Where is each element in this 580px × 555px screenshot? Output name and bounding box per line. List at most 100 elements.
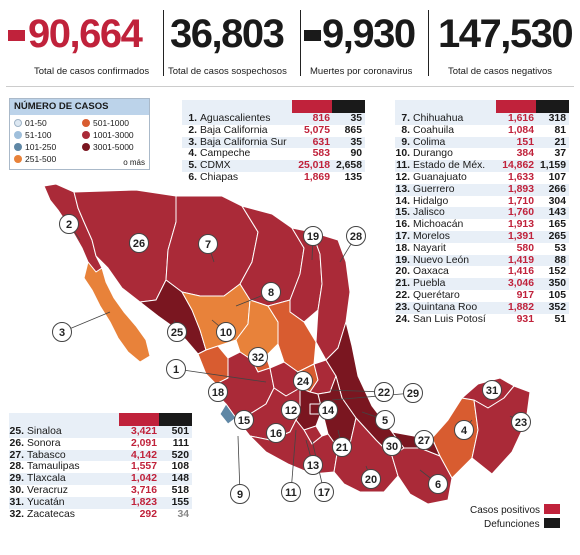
row-number: 2.: [188, 124, 197, 136]
state-name: Tlaxcala: [27, 473, 66, 485]
table-row: 27. Tabasco 4,142 520: [9, 449, 192, 462]
cases-value: 25,018: [298, 160, 330, 172]
deaths-value: 35: [350, 136, 362, 148]
legend-dot: [14, 119, 22, 127]
legend-dot: [14, 143, 22, 151]
cases-value: 4,142: [130, 449, 157, 461]
deaths-value: 21: [554, 136, 566, 148]
state-name: Estado de Méx.: [413, 160, 486, 172]
table-row: 12. Guanajuato 1,633 107: [395, 172, 569, 184]
map-callout-label: 23: [515, 417, 527, 429]
suspected-value: 36,803: [170, 12, 285, 56]
state-name: San Luis Potosí: [413, 313, 486, 325]
deaths-value: 501: [171, 426, 189, 437]
cases-value: 14,862: [502, 160, 534, 172]
deaths-value: 53: [554, 242, 566, 254]
legend-item: 101-250: [14, 142, 56, 152]
map-callout-circle: [511, 412, 531, 432]
state-nayarit: [197, 345, 229, 385]
state-colima: [219, 403, 237, 425]
map-callout-circle: [346, 226, 366, 246]
state-name: Hidalgo: [413, 195, 449, 207]
state-name: Aguascalientes: [200, 113, 271, 124]
map-callout-circle: [303, 455, 323, 475]
states-table-1-6: 1. Aguascalientes 816 35 2. Baja California 5,…: [182, 100, 365, 184]
legend-item: 3001-5000: [82, 142, 134, 152]
negative-value: 147,530: [438, 12, 574, 56]
deaths-value: 148: [171, 473, 189, 485]
map-callout-circle: [414, 430, 434, 450]
state-name: Baja California: [200, 124, 268, 136]
legend-dot: [14, 155, 22, 163]
row-number: 3.: [188, 136, 197, 148]
row-number: 31.: [9, 496, 24, 508]
table-row: 7. Chihuahua 1,616 318: [395, 113, 569, 125]
state-name: Guerrero: [413, 183, 455, 195]
row-number: 20.: [395, 266, 410, 278]
table-row: 18. Nayarit 580 53: [395, 243, 569, 255]
case-level-legend: NÚMERO DE CASOS 01-50 51-100 101-250 251…: [9, 98, 150, 170]
cases-value: 1,557: [130, 461, 157, 473]
deaths-value: 304: [548, 195, 566, 207]
map-callout-circle: [281, 482, 301, 502]
stat-negative: 147,530 Total de casos negativos: [432, 6, 578, 78]
map-callout-circle: [167, 322, 187, 342]
state-name: Coahuila: [413, 124, 455, 136]
row-number: 23.: [395, 301, 410, 313]
table-row: 5. CDMX 25,018 2,658: [182, 160, 365, 172]
map-callout-label: 25: [171, 327, 183, 339]
table-row: 19. Nuevo León 1,419 88: [395, 254, 569, 267]
divider: [300, 10, 301, 76]
map-callout-label: 26: [133, 238, 145, 250]
map-callout-label: 1: [173, 364, 179, 376]
map-callout-label: 4: [461, 425, 468, 437]
state-name: Oaxaca: [413, 266, 449, 278]
cases-value: 1,416: [507, 266, 534, 278]
table-row: 15. Jalisco 1,760 143: [395, 207, 569, 220]
row-number: 30.: [9, 484, 24, 496]
state-name: Tabasco: [27, 449, 66, 461]
deaths-value: 350: [548, 278, 566, 290]
deaths-value: 266: [548, 183, 566, 195]
row-number: 1.: [188, 113, 197, 124]
deaths-label: Muertes por coronavirus: [310, 66, 413, 77]
divider: [163, 10, 164, 76]
map-callout-circle: [382, 436, 402, 456]
row-number: 18.: [395, 242, 410, 254]
table-row: 29. Tlaxcala 1,042 148: [9, 473, 192, 485]
map-callout-circle: [261, 282, 281, 302]
row-number: 32.: [9, 508, 24, 520]
map-callout-circle: [208, 382, 228, 402]
deaths-key-swatch: [543, 518, 560, 528]
cases-value: 1,633: [507, 171, 534, 183]
state-name: Jalisco: [413, 207, 445, 219]
cases-value: 3,716: [130, 484, 157, 496]
legend-dot: [82, 119, 90, 127]
table-row: 11. Estado de Méx. 14,862 1,159: [395, 160, 569, 172]
row-number: 13.: [395, 183, 410, 195]
state-name: Nayarit: [413, 242, 446, 254]
map-callout-circle: [52, 322, 72, 342]
deaths-column-header: [536, 100, 569, 113]
row-number: 25.: [9, 426, 24, 437]
suspected-label: Total de casos sospechosos: [168, 66, 287, 77]
map-callout-circle: [482, 380, 502, 400]
table-header: [9, 413, 192, 426]
map-callout-circle: [375, 410, 395, 430]
deaths-swatch: [304, 30, 321, 41]
state-name: Colima: [413, 136, 446, 148]
row-number: 11.: [396, 160, 410, 172]
map-callout-circle: [332, 437, 352, 457]
cases-value: 384: [516, 148, 534, 160]
cases-value: 917: [516, 289, 534, 301]
cases-value: 151: [516, 136, 534, 148]
cases-value: 1,869: [303, 171, 330, 183]
cases-swatch: [8, 30, 25, 41]
map-callout-circle: [234, 410, 254, 430]
map-callout-label: 8: [268, 287, 274, 299]
map-callout-circle: [216, 322, 236, 342]
cases-value: 292: [139, 508, 157, 520]
cases-value: 580: [516, 242, 534, 254]
map-callout-label: 9: [237, 489, 243, 501]
